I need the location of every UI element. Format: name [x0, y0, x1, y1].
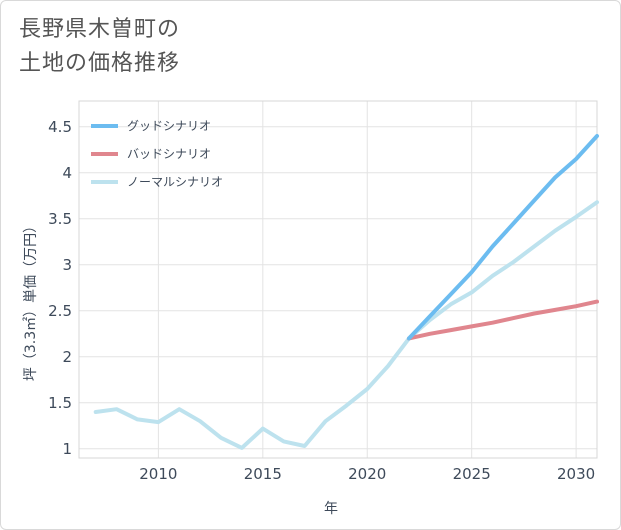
x-tick-labels: 2010 2015 2020 2025 2030	[139, 465, 595, 483]
title-line-2: 土地の価格推移	[19, 51, 181, 76]
series-line-3	[93, 200, 599, 450]
grid	[79, 101, 597, 458]
y-tick-label: 2.5	[48, 302, 72, 320]
x-tick-label: 2025	[453, 465, 491, 483]
y-axis-label: 坪（3.3㎡）単価（万円）	[23, 219, 39, 381]
series-line-1	[407, 134, 599, 341]
legend-label: グッドシナリオ	[127, 119, 211, 133]
y-tick-label: 3	[62, 256, 72, 274]
x-tick-label: 2030	[557, 465, 595, 483]
legend-label: ノーマルシナリオ	[127, 175, 223, 189]
plot-area-border	[78, 100, 598, 459]
chart-title: 長野県木曽町の 土地の価格推移	[19, 13, 180, 81]
title-line-1: 長野県木曽町の	[19, 17, 181, 42]
legend-label: バッドシナリオ	[127, 147, 211, 161]
y-tick-label: 1.5	[48, 394, 72, 412]
series-lines	[93, 134, 599, 450]
y-tick-label: 2	[62, 348, 72, 366]
y-tick-label: 1	[62, 440, 72, 458]
x-tick-label: 2015	[244, 465, 282, 483]
y-tick-label: 4.5	[48, 118, 72, 136]
x-tick-label: 2010	[139, 465, 177, 483]
x-axis-label: 年	[324, 501, 338, 517]
series-line-2	[407, 299, 599, 341]
y-tick-label: 3.5	[48, 210, 72, 228]
y-tick-labels: 1 1.5 2 2.5 3 3.5 4 4.5	[48, 118, 72, 458]
x-tick-label: 2020	[348, 465, 386, 483]
y-tick-label: 4	[62, 164, 72, 182]
